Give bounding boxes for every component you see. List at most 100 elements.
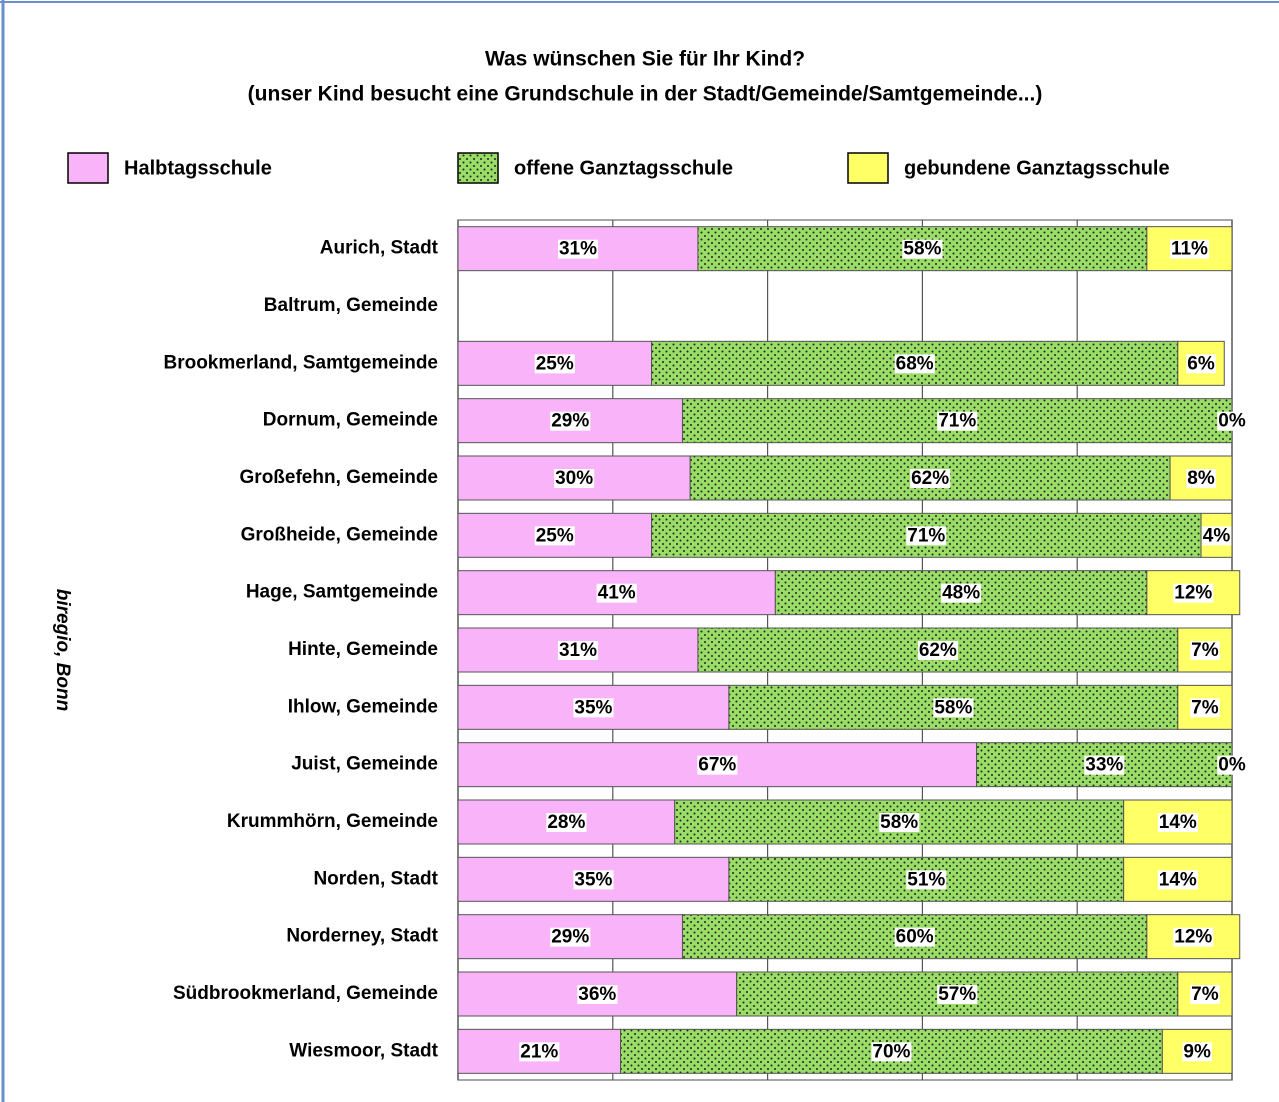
value-label: 71% (907, 525, 945, 546)
value-label: 14% (1159, 812, 1197, 833)
value-label-bg (933, 698, 974, 718)
category-label: Baltrum, Gemeinde (264, 295, 438, 316)
value-label-bg (1201, 526, 1232, 546)
value-label-bg (519, 1042, 560, 1062)
value-label-bg (1173, 583, 1214, 603)
value-label: 70% (872, 1041, 910, 1062)
value-label: 6% (1187, 353, 1215, 374)
value-label-bg (910, 469, 951, 489)
category-label: Großefehn, Gemeinde (240, 467, 438, 488)
value-label-bg (546, 813, 587, 833)
value-label-bg (1190, 641, 1220, 661)
chart-subtitle: (unser Kind besucht eine Grundschule in … (248, 83, 1043, 106)
value-label-bg (917, 641, 958, 661)
value-label-bg (906, 526, 947, 546)
value-label: 33% (1085, 755, 1123, 776)
value-label-bg (557, 239, 599, 259)
value-label: 29% (551, 927, 589, 948)
value-label-bg (1186, 354, 1216, 374)
category-label: Brookmerland, Samtgemeinde (163, 352, 438, 373)
value-label-bg (1217, 411, 1247, 431)
category-label: Südbrookmerland, Gemeinde (173, 983, 438, 1004)
value-label-bg (941, 583, 982, 603)
value-label: 51% (907, 869, 945, 890)
value-label-bg (902, 239, 943, 259)
value-label: 31% (559, 239, 597, 260)
value-label: 58% (903, 239, 941, 260)
value-label: 12% (1174, 927, 1212, 948)
legend-label: Halbtagsschule (124, 157, 272, 179)
value-label: 58% (880, 812, 918, 833)
value-label-bg (1169, 239, 1210, 259)
value-label: 4% (1203, 525, 1231, 546)
value-label: 11% (1171, 239, 1208, 260)
value-label: 67% (698, 755, 736, 776)
value-label-bg (596, 583, 637, 603)
value-label: 62% (911, 468, 949, 489)
bar-segment (457, 856, 730, 902)
value-label: 21% (520, 1041, 558, 1062)
value-label: 68% (896, 353, 934, 374)
value-label: 36% (578, 984, 616, 1005)
category-label: Wiesmoor, Stadt (289, 1040, 438, 1061)
value-label-bg (1173, 927, 1214, 947)
value-label: 41% (598, 583, 636, 604)
value-label: 62% (919, 640, 957, 661)
value-label: 7% (1191, 697, 1219, 718)
legend-swatch (847, 152, 889, 184)
legend-label: gebundene Ganztagsschule (904, 157, 1170, 179)
value-label-bg (937, 411, 978, 431)
value-label-bg (1186, 469, 1216, 489)
value-label: 35% (574, 697, 612, 718)
value-label-bg (697, 755, 738, 775)
value-label-bg (550, 927, 591, 947)
bar-segment (728, 684, 1179, 730)
legend-swatch (457, 152, 499, 184)
value-label: 9% (1183, 1041, 1211, 1062)
category-label: Juist, Gemeinde (291, 754, 438, 775)
value-label: 0% (1218, 411, 1246, 432)
value-label-bg (894, 354, 935, 374)
value-label: 25% (536, 353, 574, 374)
source-note: biregio, Bonn (52, 589, 73, 711)
value-label: 57% (938, 984, 976, 1005)
value-label: 35% (574, 869, 612, 890)
legend-label: offene Ganztagsschule (514, 157, 733, 179)
bar-segment (651, 340, 1179, 386)
value-label-bg (550, 411, 591, 431)
value-label-bg (573, 870, 614, 890)
bar-segment (1177, 340, 1225, 386)
chart-title: Was wünschen Sie für Ihr Kind? (485, 48, 805, 71)
category-label: Großheide, Gemeinde (241, 524, 438, 545)
value-label-bg (554, 469, 595, 489)
value-label-bg (577, 985, 618, 1005)
value-label-bg (879, 813, 920, 833)
value-label: 25% (536, 525, 574, 546)
value-label-bg (534, 526, 575, 546)
category-label: Norden, Stadt (313, 868, 438, 889)
category-label: Norderney, Stadt (286, 926, 438, 947)
category-label: Hinte, Gemeinde (288, 639, 438, 660)
value-label-bg (557, 641, 599, 661)
value-label-bg (871, 1042, 912, 1062)
value-label: 71% (938, 411, 976, 432)
value-label: 7% (1191, 640, 1219, 661)
category-label: Dornum, Gemeinde (263, 410, 438, 431)
value-label: 31% (559, 640, 597, 661)
value-label: 28% (547, 812, 585, 833)
value-label: 30% (555, 468, 593, 489)
value-label: 7% (1191, 984, 1219, 1005)
value-label-bg (937, 985, 978, 1005)
value-label-bg (1190, 985, 1220, 1005)
value-label-bg (894, 927, 935, 947)
value-label-bg (906, 870, 947, 890)
value-label: 14% (1159, 869, 1197, 890)
legend-swatch (67, 152, 109, 184)
value-label: 0% (1218, 755, 1246, 776)
value-label: 8% (1187, 468, 1215, 489)
value-label-bg (1190, 698, 1220, 718)
category-label: Krummhörn, Gemeinde (227, 811, 438, 832)
value-label-bg (1157, 813, 1198, 833)
category-label: Ihlow, Gemeinde (288, 696, 438, 717)
